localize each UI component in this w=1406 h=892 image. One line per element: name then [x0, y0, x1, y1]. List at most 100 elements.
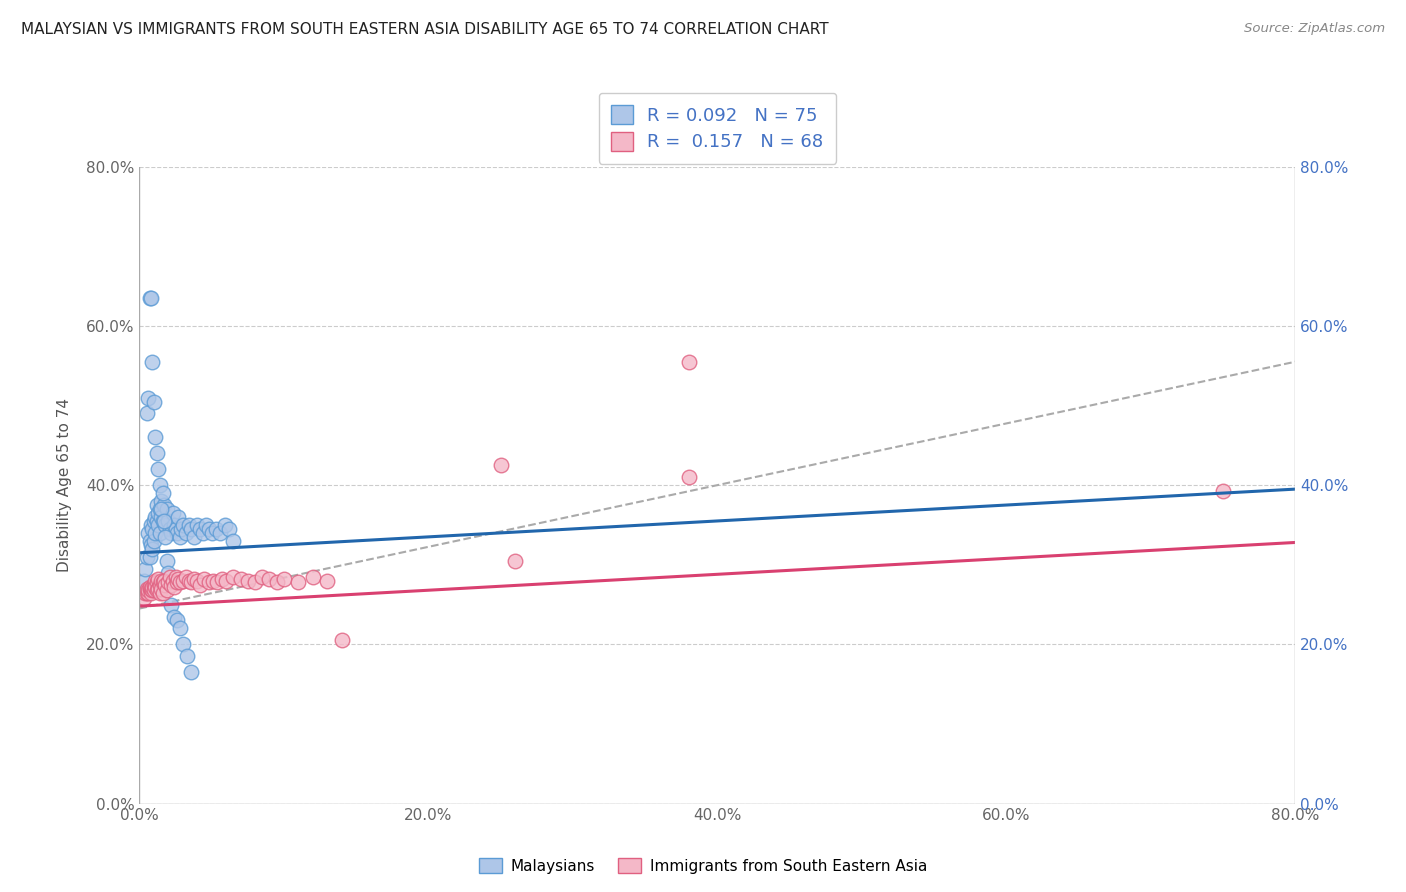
Point: [162, 506, 184, 520]
Point: [132, 574, 155, 588]
Point: [134, 562, 156, 576]
Point: [198, 522, 221, 536]
Point: [160, 525, 183, 540]
Point: [159, 522, 181, 536]
Point: [148, 572, 170, 586]
Point: [141, 522, 163, 536]
Point: [136, 391, 159, 405]
Point: [172, 574, 194, 588]
Point: [150, 574, 173, 588]
Point: [157, 514, 180, 528]
Point: [143, 430, 166, 444]
Point: [214, 517, 236, 532]
Point: [180, 665, 202, 680]
Point: [160, 598, 183, 612]
Point: [678, 470, 700, 484]
Point: [135, 582, 157, 596]
Point: [153, 514, 176, 528]
Point: [236, 574, 259, 588]
Point: [191, 525, 214, 540]
Point: [166, 614, 188, 628]
Point: [150, 582, 173, 596]
Point: [141, 541, 163, 556]
Point: [132, 591, 155, 606]
Point: [155, 577, 177, 591]
Point: [218, 522, 240, 536]
Point: [266, 575, 288, 590]
Point: [141, 580, 163, 594]
Point: [142, 394, 165, 409]
Point: [201, 525, 224, 540]
Point: [169, 622, 191, 636]
Point: [150, 502, 173, 516]
Point: [169, 575, 191, 590]
Y-axis label: Disability Age 65 to 74: Disability Age 65 to 74: [58, 398, 72, 572]
Point: [138, 549, 160, 564]
Point: [146, 498, 169, 512]
Point: [177, 574, 200, 588]
Point: [136, 525, 159, 540]
Point: [157, 566, 180, 580]
Point: [142, 533, 165, 548]
Point: [273, 572, 295, 586]
Point: [166, 525, 188, 540]
Point: [287, 575, 309, 590]
Point: [193, 572, 215, 586]
Point: [141, 583, 163, 598]
Point: [172, 517, 194, 532]
Point: [180, 522, 202, 536]
Point: [146, 575, 169, 590]
Point: [198, 575, 221, 590]
Point: [146, 514, 169, 528]
Point: [155, 517, 177, 532]
Point: [174, 570, 197, 584]
Point: [156, 554, 179, 568]
Point: [138, 291, 160, 305]
Point: [209, 525, 232, 540]
Point: [143, 580, 166, 594]
Point: [139, 585, 162, 599]
Point: [163, 609, 186, 624]
Point: [215, 574, 238, 588]
Point: [159, 570, 181, 584]
Point: [330, 633, 353, 648]
Point: [489, 458, 512, 473]
Point: [177, 517, 200, 532]
Point: [166, 575, 188, 590]
Point: [160, 577, 183, 591]
Point: [135, 549, 157, 564]
Point: [211, 572, 233, 586]
Point: [316, 574, 339, 588]
Point: [135, 585, 157, 599]
Point: [194, 517, 217, 532]
Point: [167, 510, 190, 524]
Point: [139, 291, 162, 305]
Point: [183, 530, 205, 544]
Point: [153, 574, 176, 588]
Point: [150, 510, 173, 524]
Point: [259, 572, 281, 586]
Point: [183, 572, 205, 586]
Point: [136, 583, 159, 598]
Point: [149, 478, 172, 492]
Point: [143, 525, 166, 540]
Point: [180, 575, 202, 590]
Point: [222, 570, 245, 584]
Point: [134, 585, 156, 599]
Point: [142, 577, 165, 591]
Point: [157, 575, 180, 590]
Point: [152, 575, 174, 590]
Point: [150, 494, 173, 508]
Point: [139, 538, 162, 552]
Point: [222, 533, 245, 548]
Point: [149, 525, 172, 540]
Legend: Malaysians, Immigrants from South Eastern Asia: Malaysians, Immigrants from South Easter…: [472, 852, 934, 880]
Point: [142, 514, 165, 528]
Point: [1212, 483, 1234, 498]
Point: [186, 517, 208, 532]
Point: [138, 582, 160, 596]
Point: [205, 522, 228, 536]
Point: [148, 582, 170, 596]
Point: [162, 574, 184, 588]
Point: [149, 585, 172, 599]
